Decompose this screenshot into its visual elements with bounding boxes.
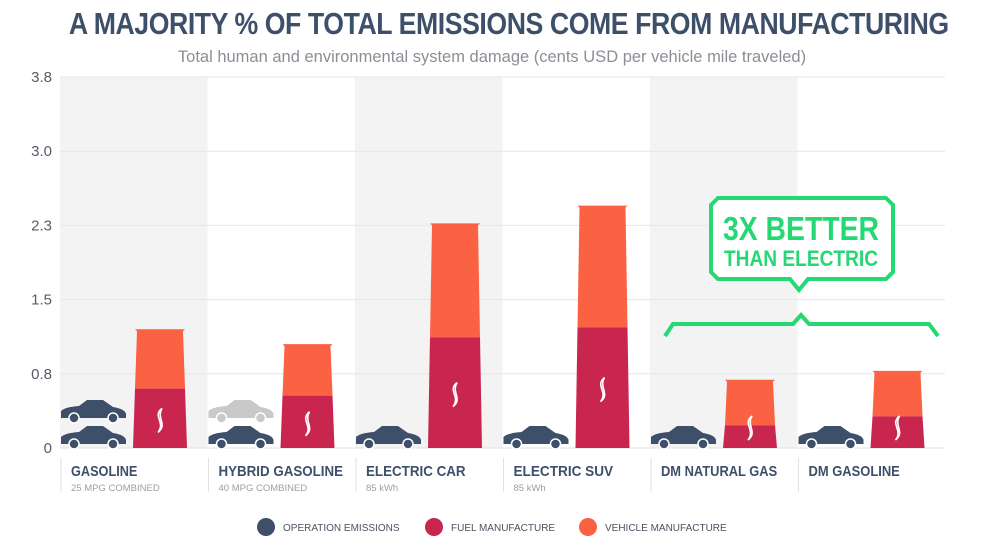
category-label: ELECTRIC CAR xyxy=(366,463,466,480)
category-label: ELECTRIC SUV xyxy=(514,463,614,480)
callout-box xyxy=(709,196,895,294)
bar-vehicle-manufacture xyxy=(577,205,628,328)
y-tick-label: 3.0 xyxy=(31,143,52,160)
category-label: DM NATURAL GAS xyxy=(661,463,777,480)
legend-swatch-0 xyxy=(257,518,275,536)
chart-title: A MAJORITY % OF TOTAL EMISSIONS COME FRO… xyxy=(68,6,949,41)
y-tick-label: 3.8 xyxy=(31,69,52,86)
category-label: GASOLINE xyxy=(71,463,137,480)
bar-vehicle-manufacture xyxy=(872,370,923,417)
flame-icon xyxy=(894,415,901,441)
legend-label: OPERATION EMISSIONS xyxy=(283,523,400,534)
category-label: DM GASOLINE xyxy=(809,463,900,480)
flame-icon xyxy=(599,377,606,403)
bracket xyxy=(663,311,940,338)
operation-emissions-car-icon xyxy=(208,400,274,424)
bar-vehicle-manufacture xyxy=(725,379,775,426)
flame-icon xyxy=(304,411,311,437)
operation-emissions-car-icon xyxy=(651,426,716,450)
bar-vehicle-manufacture xyxy=(135,329,185,389)
flame-icon xyxy=(157,407,163,433)
flame-icon xyxy=(452,381,458,408)
flame-icon xyxy=(747,415,753,441)
operation-emissions-car-icon xyxy=(798,426,864,450)
y-tick-label: 0 xyxy=(44,440,52,457)
operation-emissions-car-icon xyxy=(61,400,126,424)
callout-line2: THAN ELECTRIC xyxy=(724,246,878,271)
y-tick-label: 1.5 xyxy=(31,292,52,309)
legend-swatch-1 xyxy=(425,518,443,536)
category-sublabel: 40 MPG COMBINED xyxy=(219,483,308,494)
y-tick-label: 2.3 xyxy=(31,217,52,234)
bar-vehicle-manufacture xyxy=(282,344,333,396)
legend-label: FUEL MANUFACTURE xyxy=(451,523,555,534)
operation-emissions-car-icon xyxy=(356,426,421,450)
legend-label: VEHICLE MANUFACTURE xyxy=(605,523,727,534)
category-sublabel: 85 kWh xyxy=(366,483,398,494)
category-label: HYBRID GASOLINE xyxy=(219,463,344,480)
operation-emissions-car-icon xyxy=(61,426,126,450)
legend-swatch-2 xyxy=(579,518,597,536)
operation-emissions-car-icon xyxy=(503,426,569,450)
callout-line1: 3X BETTER xyxy=(723,210,879,247)
column-band xyxy=(60,77,208,448)
operation-emissions-car-icon xyxy=(208,426,274,450)
chart-subtitle: Total human and environmental system dam… xyxy=(177,48,807,66)
y-tick-label: 0.8 xyxy=(31,366,52,383)
bar-vehicle-manufacture xyxy=(430,223,480,338)
category-sublabel: 85 kWh xyxy=(514,483,546,494)
category-sublabel: 25 MPG COMBINED xyxy=(71,483,160,494)
